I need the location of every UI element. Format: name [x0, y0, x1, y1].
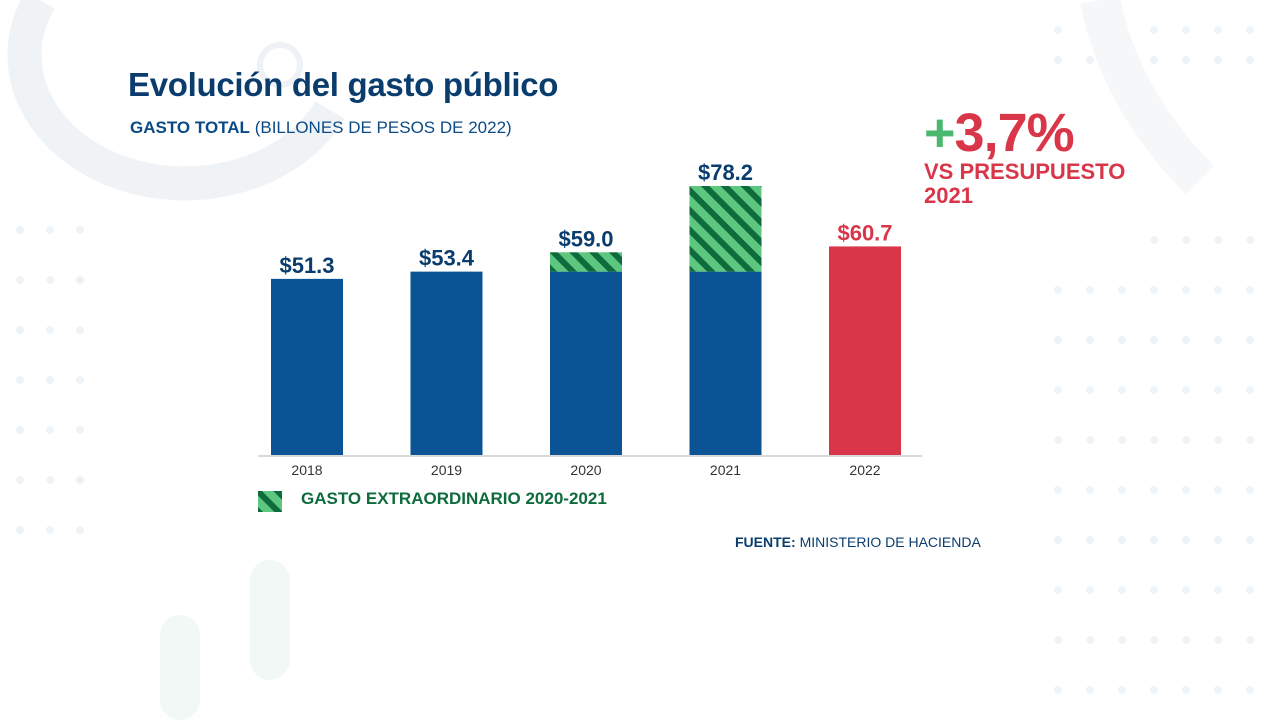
legend-label: GASTO EXTRAORDINARIO 2020-2021 — [301, 489, 607, 508]
source-note: FUENTE: MINISTERIO DE HACIENDA — [735, 534, 981, 550]
bar-2021 — [689, 271, 762, 456]
bar-2018 — [271, 278, 343, 456]
x-tick-2019: 2019 — [431, 462, 462, 478]
bars-layer — [271, 186, 901, 456]
source-label: FUENTE: — [735, 534, 796, 550]
growth-callout: +3,7% VS PRESUPUESTO 2021 — [924, 106, 1125, 208]
x-tick-2022: 2022 — [849, 462, 880, 478]
chart-title: Evolución del gasto público — [128, 66, 559, 103]
plus-sign: + — [924, 103, 956, 163]
bar-2020 — [550, 271, 622, 456]
subtitle-strong: GASTO TOTAL — [130, 118, 250, 137]
bar-extra-2021 — [689, 186, 762, 272]
callout-line-1: VS PRESUPUESTO — [924, 159, 1126, 184]
labels-layer: $51.3 2018 $53.4 2019 $59.0 2020 $78.2 2021 $60.… — [279, 160, 892, 478]
growth-percent: 3,7% — [954, 103, 1075, 163]
chart-subtitle: GASTO TOTAL (BILLONES DE PESOS DE 2022) — [130, 118, 512, 138]
subtitle-units: (BILLONES DE PESOS DE 2022) — [254, 118, 512, 137]
value-label-2020: $59.0 — [558, 226, 613, 251]
callout-line-2: 2021 — [924, 183, 973, 208]
x-tick-2021: 2021 — [710, 462, 741, 478]
value-label-2018: $51.3 — [279, 253, 334, 278]
legend-swatch — [258, 491, 282, 512]
bar-2022 — [829, 246, 901, 456]
value-label-2022: $60.7 — [837, 220, 892, 245]
growth-value: +3,7% — [924, 106, 1125, 160]
source-text: MINISTERIO DE HACIENDA — [799, 534, 981, 550]
value-label-2019: $53.4 — [419, 246, 475, 271]
x-tick-2020: 2020 — [570, 462, 601, 478]
x-tick-2018: 2018 — [291, 462, 322, 478]
value-label-2021: $78.2 — [698, 160, 753, 185]
bar-extra-2020 — [550, 252, 622, 272]
bar-2019 — [410, 271, 483, 456]
